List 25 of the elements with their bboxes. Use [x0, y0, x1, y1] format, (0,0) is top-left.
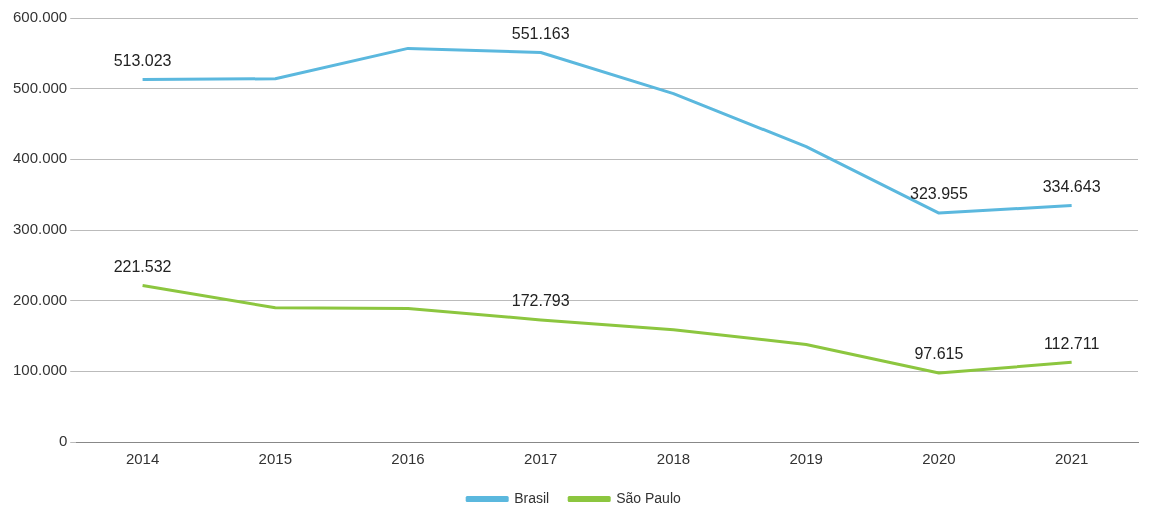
data-label: 97.615	[914, 345, 964, 363]
x-tick-label: 2015	[258, 450, 292, 468]
data-label: 323.955	[909, 185, 968, 203]
x-tick-label: 2021	[1054, 450, 1089, 468]
data-label: 551.163	[511, 24, 570, 42]
data-label: 334.643	[1042, 177, 1101, 195]
x-tick-label: 2018	[656, 450, 691, 468]
y-tick-label: 600.000	[12, 8, 68, 26]
x-tick-label: 2016	[391, 450, 425, 468]
x-tick-label: 2014	[125, 450, 160, 468]
x-tick-label: 2020	[922, 450, 956, 468]
y-tick-label: 0	[58, 432, 68, 450]
data-label: 221.532	[113, 257, 172, 275]
y-tick-label: 500.000	[12, 78, 68, 96]
x-tick-label: 2019	[789, 450, 823, 468]
legend-label: Brasil	[514, 489, 550, 506]
data-label: 112.711	[1043, 334, 1100, 352]
y-tick-label: 400.000	[12, 149, 68, 167]
y-tick-label: 100.000	[12, 361, 68, 379]
y-tick-label: 200.000	[12, 290, 68, 308]
x-tick-label: 2017	[524, 450, 558, 468]
data-label: 172.793	[511, 292, 570, 310]
y-tick-label: 300.000	[12, 220, 68, 238]
data-label: 513.023	[113, 51, 172, 69]
legend-label: São Paulo	[616, 489, 682, 506]
